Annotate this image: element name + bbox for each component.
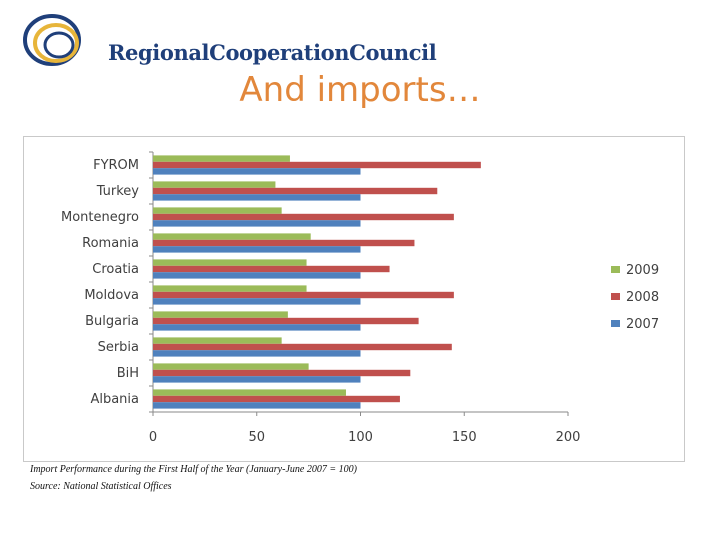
- bar-2008-croatia: [153, 265, 390, 273]
- bar-2008-albania: [153, 395, 400, 403]
- category-label: Croatia: [92, 262, 139, 277]
- rcc-logo-emblem: [23, 14, 81, 66]
- category-label: Romania: [82, 236, 139, 251]
- bar-2009-turkey: [153, 181, 276, 188]
- bar-2007-romania: [153, 246, 361, 253]
- legend-swatch-2007: [611, 320, 620, 327]
- x-tick-label: 0: [149, 430, 157, 445]
- x-tick-label: 150: [452, 430, 477, 445]
- bar-2008-turkey: [153, 187, 438, 195]
- x-tick-label: 100: [348, 430, 373, 445]
- bar-2009-moldova: [153, 285, 307, 292]
- x-tick-label: 50: [248, 430, 265, 445]
- bar-2009-bih: [153, 363, 309, 370]
- slide-title: And imports…: [239, 70, 481, 110]
- chart-caption: Import Performance during the First Half…: [30, 464, 357, 475]
- bar-2007-bih: [153, 376, 361, 383]
- bar-2007-albania: [153, 402, 361, 409]
- chart-source: Source: National Statistical Offices: [30, 481, 172, 492]
- x-tick-label: 200: [556, 430, 581, 445]
- category-label: Turkey: [96, 184, 140, 199]
- category-label: Montenegro: [61, 210, 139, 225]
- bar-2008-fyrom: [153, 161, 481, 169]
- logo-text: RegionalCooperationCouncil: [108, 40, 437, 65]
- category-label: FYROM: [93, 158, 139, 173]
- bar-2009-albania: [153, 389, 346, 396]
- bar-2007-bulgaria: [153, 324, 361, 331]
- bar-2007-serbia: [153, 350, 361, 357]
- legend-label-2008: 2008: [626, 290, 659, 305]
- bar-2008-montenegro: [153, 213, 454, 221]
- import-performance-chart: FYROM Turkey Montenegro Romania Croatia Moldo…: [61, 151, 659, 445]
- category-label: Bulgaria: [85, 314, 139, 329]
- bar-2009-croatia: [153, 259, 307, 266]
- bar-2008-bulgaria: [153, 317, 419, 325]
- bar-2007-fyrom: [153, 168, 361, 175]
- bar-2009-bulgaria: [153, 311, 288, 318]
- category-label: Albania: [90, 392, 139, 407]
- legend-swatch-2008: [611, 293, 620, 300]
- bar-2009-montenegro: [153, 207, 282, 214]
- category-label: Moldova: [84, 288, 139, 303]
- bar-2009-romania: [153, 233, 311, 240]
- bar-2008-bih: [153, 369, 411, 377]
- bar-2008-moldova: [153, 291, 454, 299]
- category-label: Serbia: [98, 340, 139, 355]
- bar-2009-fyrom: [153, 155, 290, 162]
- bar-2007-montenegro: [153, 220, 361, 227]
- rcc-logo: RegionalCooperationCouncil: [12, 12, 437, 72]
- bar-2008-serbia: [153, 343, 452, 351]
- category-label: BiH: [117, 366, 139, 381]
- legend-label-2007: 2007: [626, 317, 659, 332]
- bar-2008-romania: [153, 239, 415, 247]
- bar-2007-turkey: [153, 194, 361, 201]
- bar-2007-moldova: [153, 298, 361, 305]
- legend-label-2009: 2009: [626, 263, 659, 278]
- legend-swatch-2009: [611, 266, 620, 273]
- bar-2007-croatia: [153, 272, 361, 279]
- bar-2009-serbia: [153, 337, 282, 344]
